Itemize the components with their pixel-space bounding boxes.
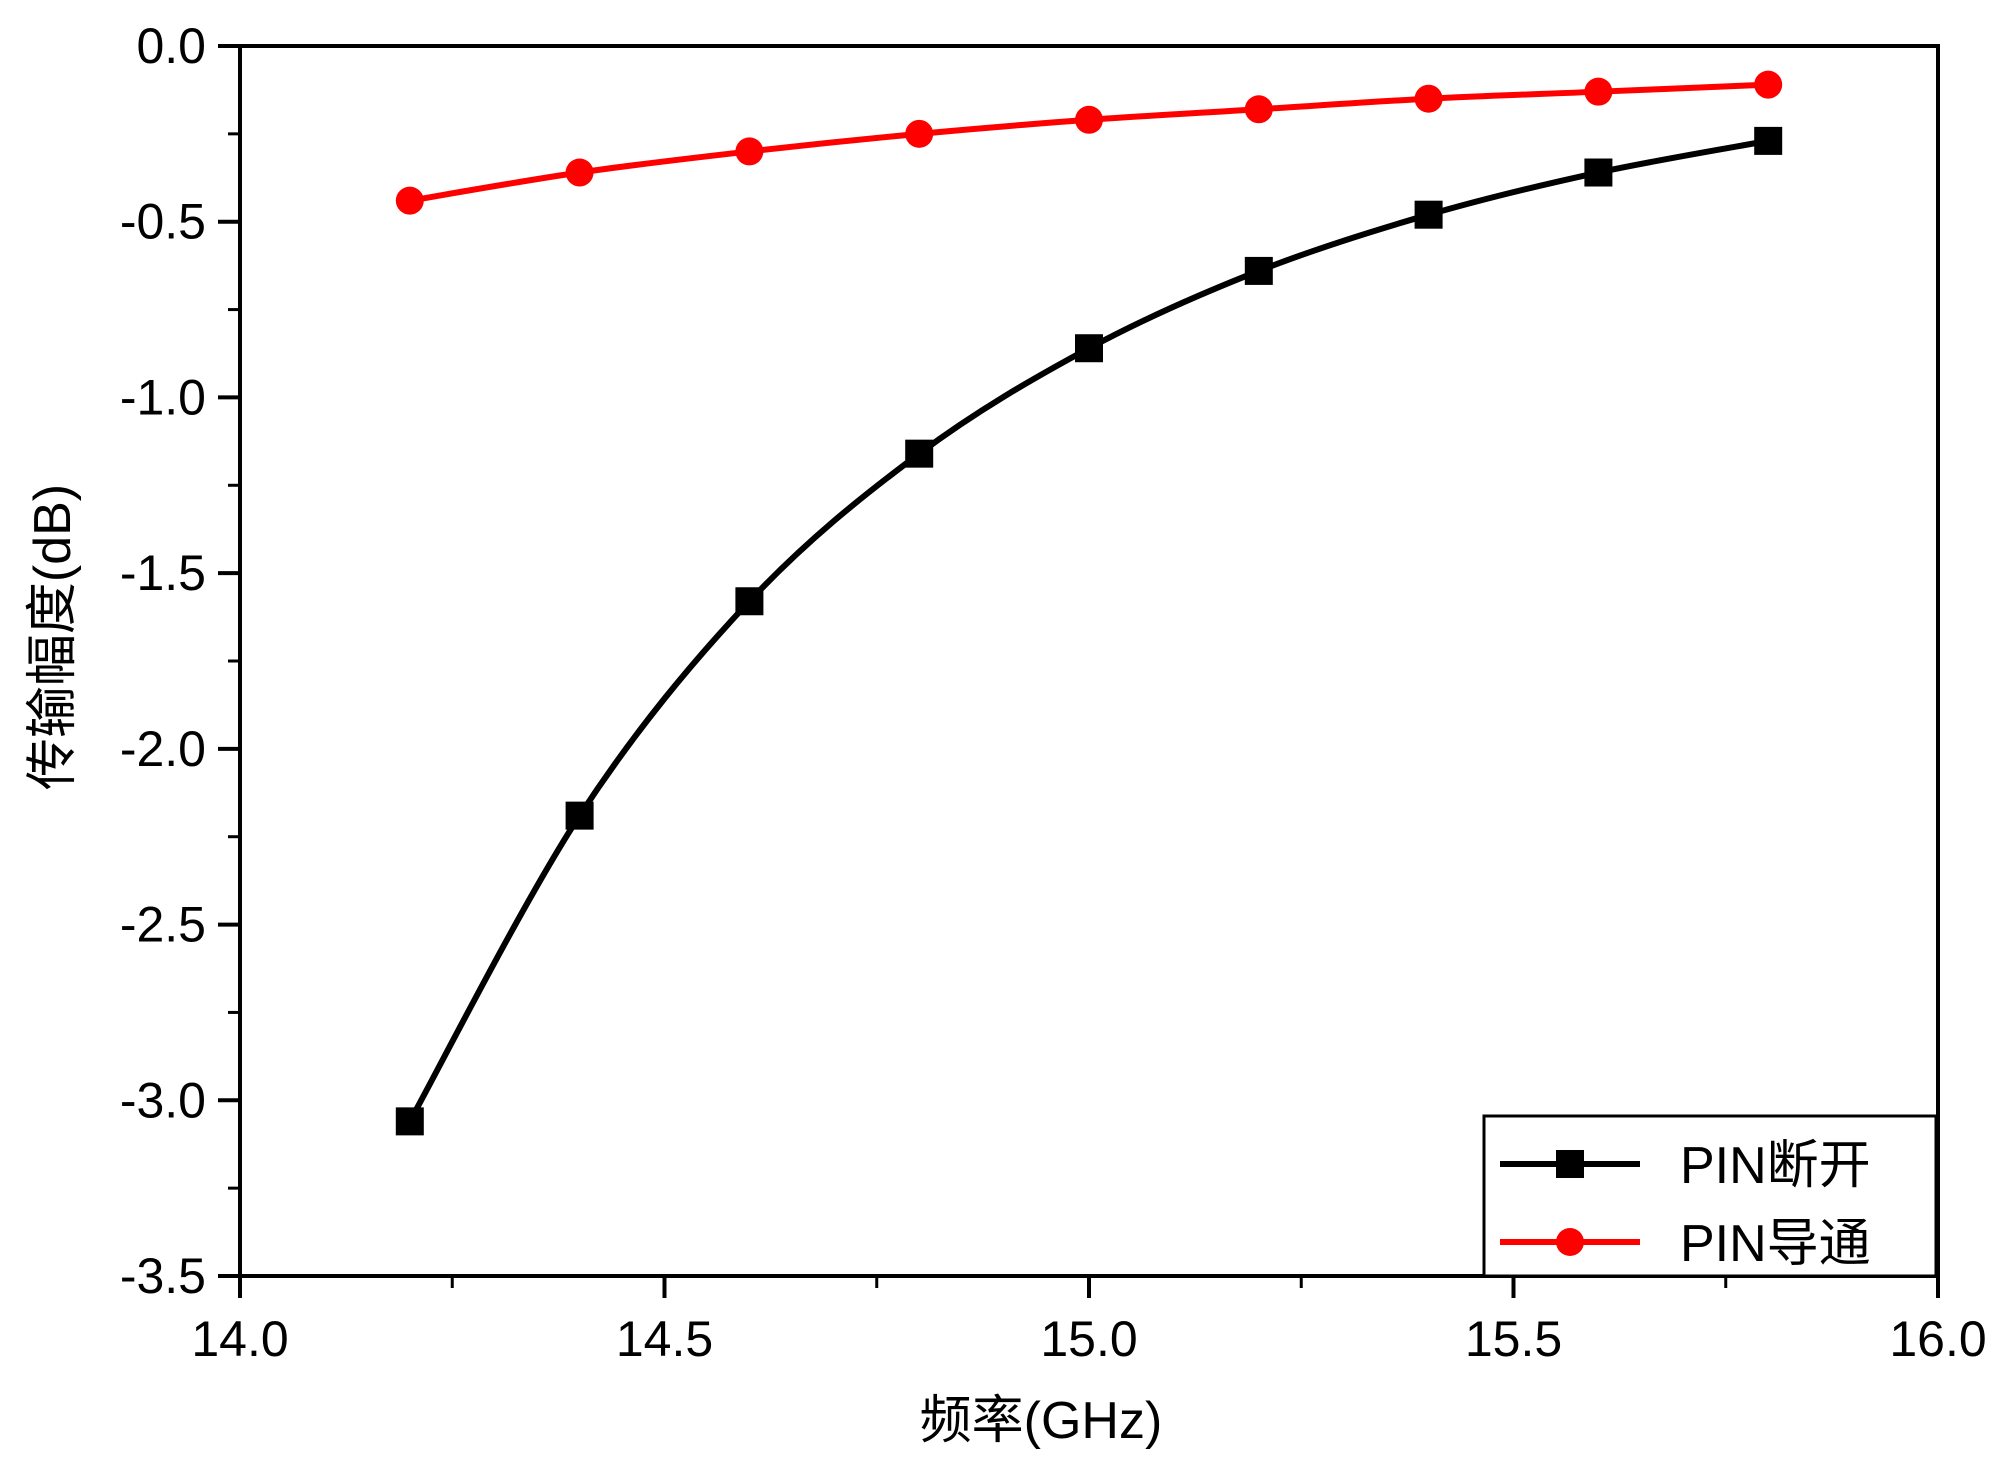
legend-item: PIN导通: [1500, 1215, 1871, 1273]
y-axis-title: 传输幅度(dB): [24, 484, 82, 790]
series-1: [395, 126, 1783, 1136]
data-point: [395, 186, 424, 215]
x-tick-label: 16.0: [1889, 1311, 1986, 1367]
legend: PIN断开 PIN导通: [1482, 1114, 1938, 1278]
plot-frame: [238, 44, 1940, 1278]
data-point: [735, 137, 764, 166]
series-2: [395, 70, 1783, 215]
y-tick-label: -2.5: [120, 897, 206, 953]
data-point: [1584, 158, 1613, 187]
y-tick-label: -3.0: [120, 1072, 206, 1128]
data-point: [1414, 200, 1443, 229]
legend-label: PIN导通: [1680, 1215, 1871, 1273]
x-tick-label: 15.5: [1465, 1311, 1562, 1367]
data-point: [1754, 126, 1783, 155]
data-point: [1584, 77, 1613, 106]
y-tick-label: 0.0: [136, 18, 206, 74]
data-point: [1414, 84, 1443, 113]
x-axis-ticks: 14.0 14.5 15.0 15.5 16.0: [191, 1276, 1987, 1367]
data-point: [565, 801, 594, 830]
data-point: [735, 587, 764, 616]
plot-area: [238, 44, 1940, 1278]
legend-swatch-marker: [1556, 1150, 1584, 1178]
data-point: [1075, 105, 1103, 134]
series-layer: [395, 70, 1783, 1136]
series-line: [409, 81, 1769, 204]
y-tick-label: -2.0: [120, 721, 206, 777]
x-tick-label: 14.0: [191, 1311, 288, 1367]
legend-swatch-marker: [1556, 1228, 1584, 1256]
data-point: [1754, 70, 1783, 99]
legend-item: PIN断开: [1500, 1137, 1871, 1195]
y-tick-label: -3.5: [120, 1248, 206, 1304]
x-axis-title: 频率(GHz): [920, 1392, 1163, 1450]
x-tick-label: 15.0: [1040, 1311, 1137, 1367]
data-point: [905, 119, 934, 148]
x-tick-label: 14.5: [616, 1311, 713, 1367]
y-tick-label: -1.5: [120, 545, 206, 601]
series-line: [407, 137, 1769, 1123]
data-point: [395, 1107, 424, 1136]
data-point: [1244, 95, 1273, 124]
y-tick-label: -0.5: [120, 194, 206, 250]
data-point: [905, 439, 934, 468]
data-point: [1244, 256, 1273, 285]
data-point: [565, 158, 594, 187]
y-tick-label: -1.0: [120, 369, 206, 425]
y-axis-ticks: 0.0 -0.5 -1.0 -1.5 -2.0 -2.5 -3.0 -3.5: [120, 18, 240, 1304]
legend-label: PIN断开: [1680, 1137, 1871, 1195]
data-point: [1075, 334, 1103, 363]
